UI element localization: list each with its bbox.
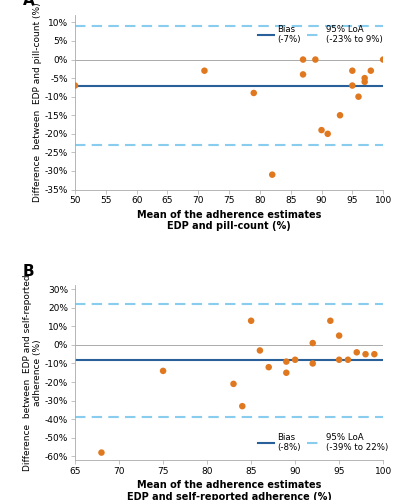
Point: [283, 368, 290, 376]
Y-axis label: Difference  between  EDP and self-reported
adherence (%): Difference between EDP and self-reported…: [23, 274, 42, 471]
Point: [310, 360, 316, 368]
Point: [269, 170, 275, 178]
Point: [349, 66, 356, 74]
Point: [300, 70, 306, 78]
Point: [362, 350, 369, 358]
Point: [312, 56, 318, 64]
Point: [248, 317, 254, 325]
Point: [310, 339, 316, 347]
Point: [349, 82, 356, 90]
Point: [345, 356, 351, 364]
Point: [257, 346, 263, 354]
Y-axis label: Difference  between  EDP and pill-count (%): Difference between EDP and pill-count (%…: [33, 2, 42, 202]
Legend: Bias
(-8%), 95% LoA
(-39% to 22%): Bias (-8%), 95% LoA (-39% to 22%): [258, 433, 389, 452]
Point: [327, 317, 333, 325]
Point: [72, 82, 78, 90]
Point: [368, 66, 374, 74]
X-axis label: Mean of the adherence estimates
EDP and self-reported adherence (%): Mean of the adherence estimates EDP and …: [127, 480, 331, 500]
Point: [201, 66, 208, 74]
Point: [300, 56, 306, 64]
Point: [318, 126, 325, 134]
Text: A: A: [23, 0, 34, 8]
Point: [371, 350, 378, 358]
Legend: Bias
(-7%), 95% LoA
(-23% to 9%): Bias (-7%), 95% LoA (-23% to 9%): [258, 24, 383, 44]
Point: [361, 78, 368, 86]
Point: [160, 367, 166, 375]
Point: [354, 348, 360, 356]
X-axis label: Mean of the adherence estimates
EDP and pill-count (%): Mean of the adherence estimates EDP and …: [137, 210, 321, 231]
Point: [283, 358, 290, 366]
Point: [336, 332, 342, 340]
Text: B: B: [23, 264, 34, 278]
Point: [250, 89, 257, 97]
Point: [336, 356, 342, 364]
Point: [292, 356, 298, 364]
Point: [265, 363, 272, 371]
Point: [337, 112, 343, 120]
Point: [361, 74, 368, 82]
Point: [239, 402, 245, 410]
Point: [98, 448, 105, 456]
Point: [380, 56, 386, 64]
Point: [230, 380, 237, 388]
Point: [356, 92, 362, 100]
Point: [325, 130, 331, 138]
